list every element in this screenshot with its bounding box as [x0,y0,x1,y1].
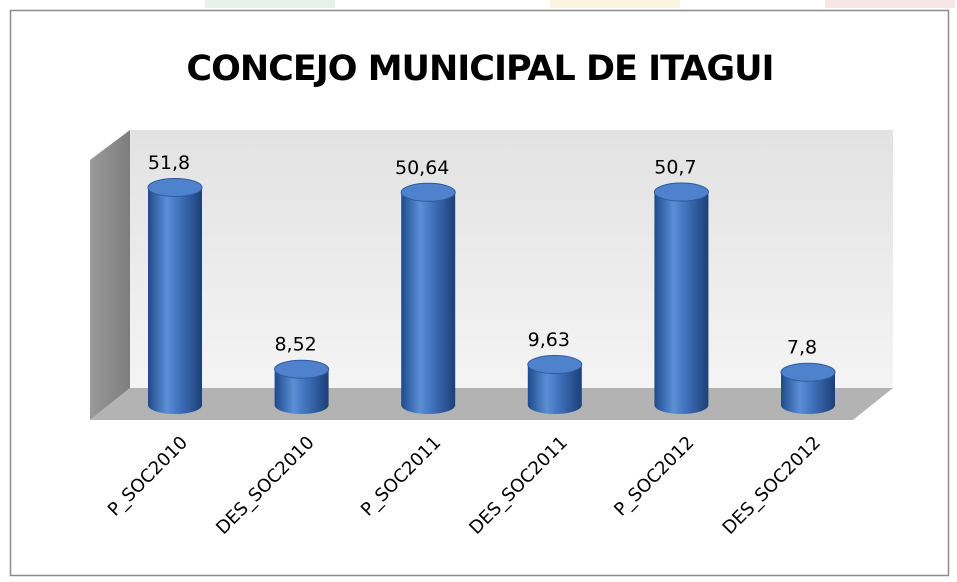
bar-top [147,177,203,197]
bar [401,192,456,414]
side-wall [90,130,130,420]
decor-strip [550,0,680,8]
chart-title: CONCEJO MUNICIPAL DE ITAGUI [186,49,773,89]
floor [90,388,893,420]
value-label: 7,8 [787,337,817,359]
back-wall [130,130,893,388]
decor-strip [205,0,335,8]
bar-top [527,355,583,375]
bar [527,364,582,414]
value-label: 50,64 [395,157,449,179]
bar-top [400,182,456,202]
bar [148,187,202,414]
bar-top [653,182,709,202]
decor-strip [825,0,955,8]
value-label: 8,52 [274,334,316,356]
value-label: 50,7 [654,157,696,179]
bar [781,372,835,414]
value-label: 51,8 [148,152,190,174]
bar-top [274,359,330,379]
bar-top [780,362,836,382]
bar [274,369,329,414]
bar [654,192,709,414]
value-label: 9,63 [528,329,570,351]
